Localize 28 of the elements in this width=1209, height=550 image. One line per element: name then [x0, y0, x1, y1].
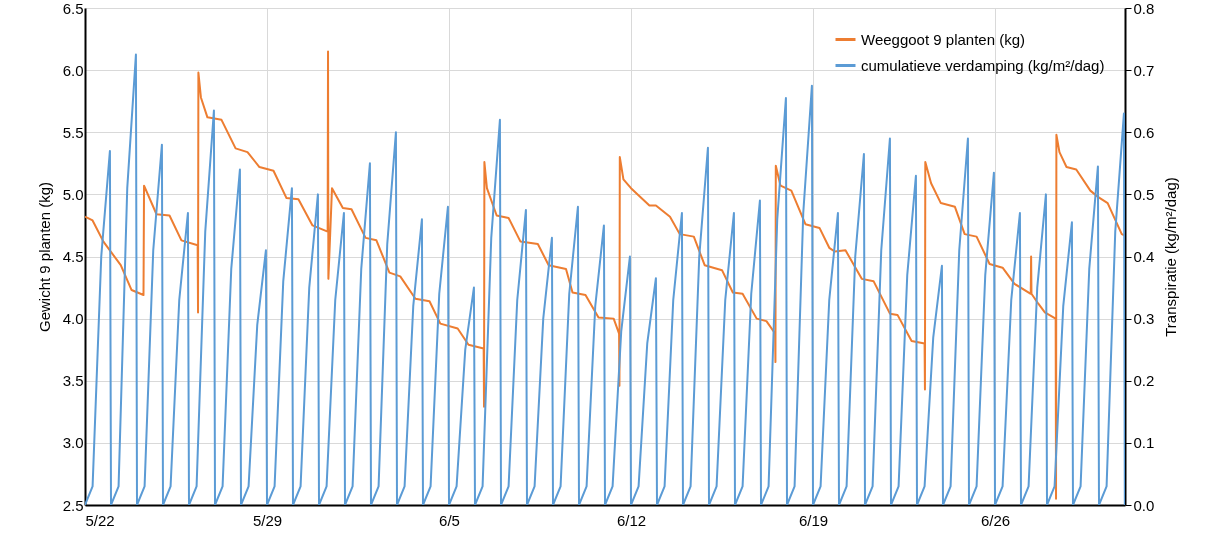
y-tick-label: 5.5 — [62, 123, 84, 141]
x-tick-label: 6/26 — [980, 511, 1011, 529]
y-tick-label: 6.0 — [62, 61, 84, 79]
y2-tick-label: 0.2 — [1133, 372, 1155, 390]
y2-tick-label: 0.1 — [1133, 434, 1155, 452]
y2-tick-label: 0.0 — [1133, 496, 1155, 514]
y2-tick-label: 0.8 — [1133, 0, 1155, 17]
x-tick-label: 6/12 — [616, 511, 647, 529]
y2-tick-label: 0.6 — [1133, 123, 1155, 141]
y-axis-title: Gewicht 9 planten (kg) — [35, 181, 53, 333]
y2-tick-label: 0.4 — [1133, 248, 1155, 265]
y-tick-label: 4.5 — [62, 248, 84, 265]
legend-label: Weeggoot 9 planten (kg) — [861, 30, 1025, 48]
x-tick-label: 5/29 — [252, 511, 283, 529]
y-tick-label: 3.0 — [62, 434, 84, 452]
x-tick-label: 6/5 — [439, 511, 460, 529]
y2-axis-title: Transpiratie (kg/m²/dag) — [1162, 177, 1180, 337]
y-tick-label: 5.0 — [62, 185, 84, 203]
legend-label: cumulatieve verdamping (kg/m²/dag) — [861, 56, 1105, 74]
x-tick-label: 6/19 — [798, 511, 829, 529]
y2-tick-label: 0.7 — [1133, 61, 1155, 79]
y2-tick-label: 0.3 — [1133, 310, 1155, 328]
y-tick-label: 2.5 — [62, 496, 84, 514]
y2-tick-label: 0.5 — [1133, 185, 1155, 203]
y-tick-label: 4.0 — [62, 310, 84, 328]
y-tick-label: 3.5 — [62, 372, 84, 390]
x-tick-label: 5/22 — [85, 511, 115, 529]
y-tick-label: 6.5 — [62, 0, 84, 17]
